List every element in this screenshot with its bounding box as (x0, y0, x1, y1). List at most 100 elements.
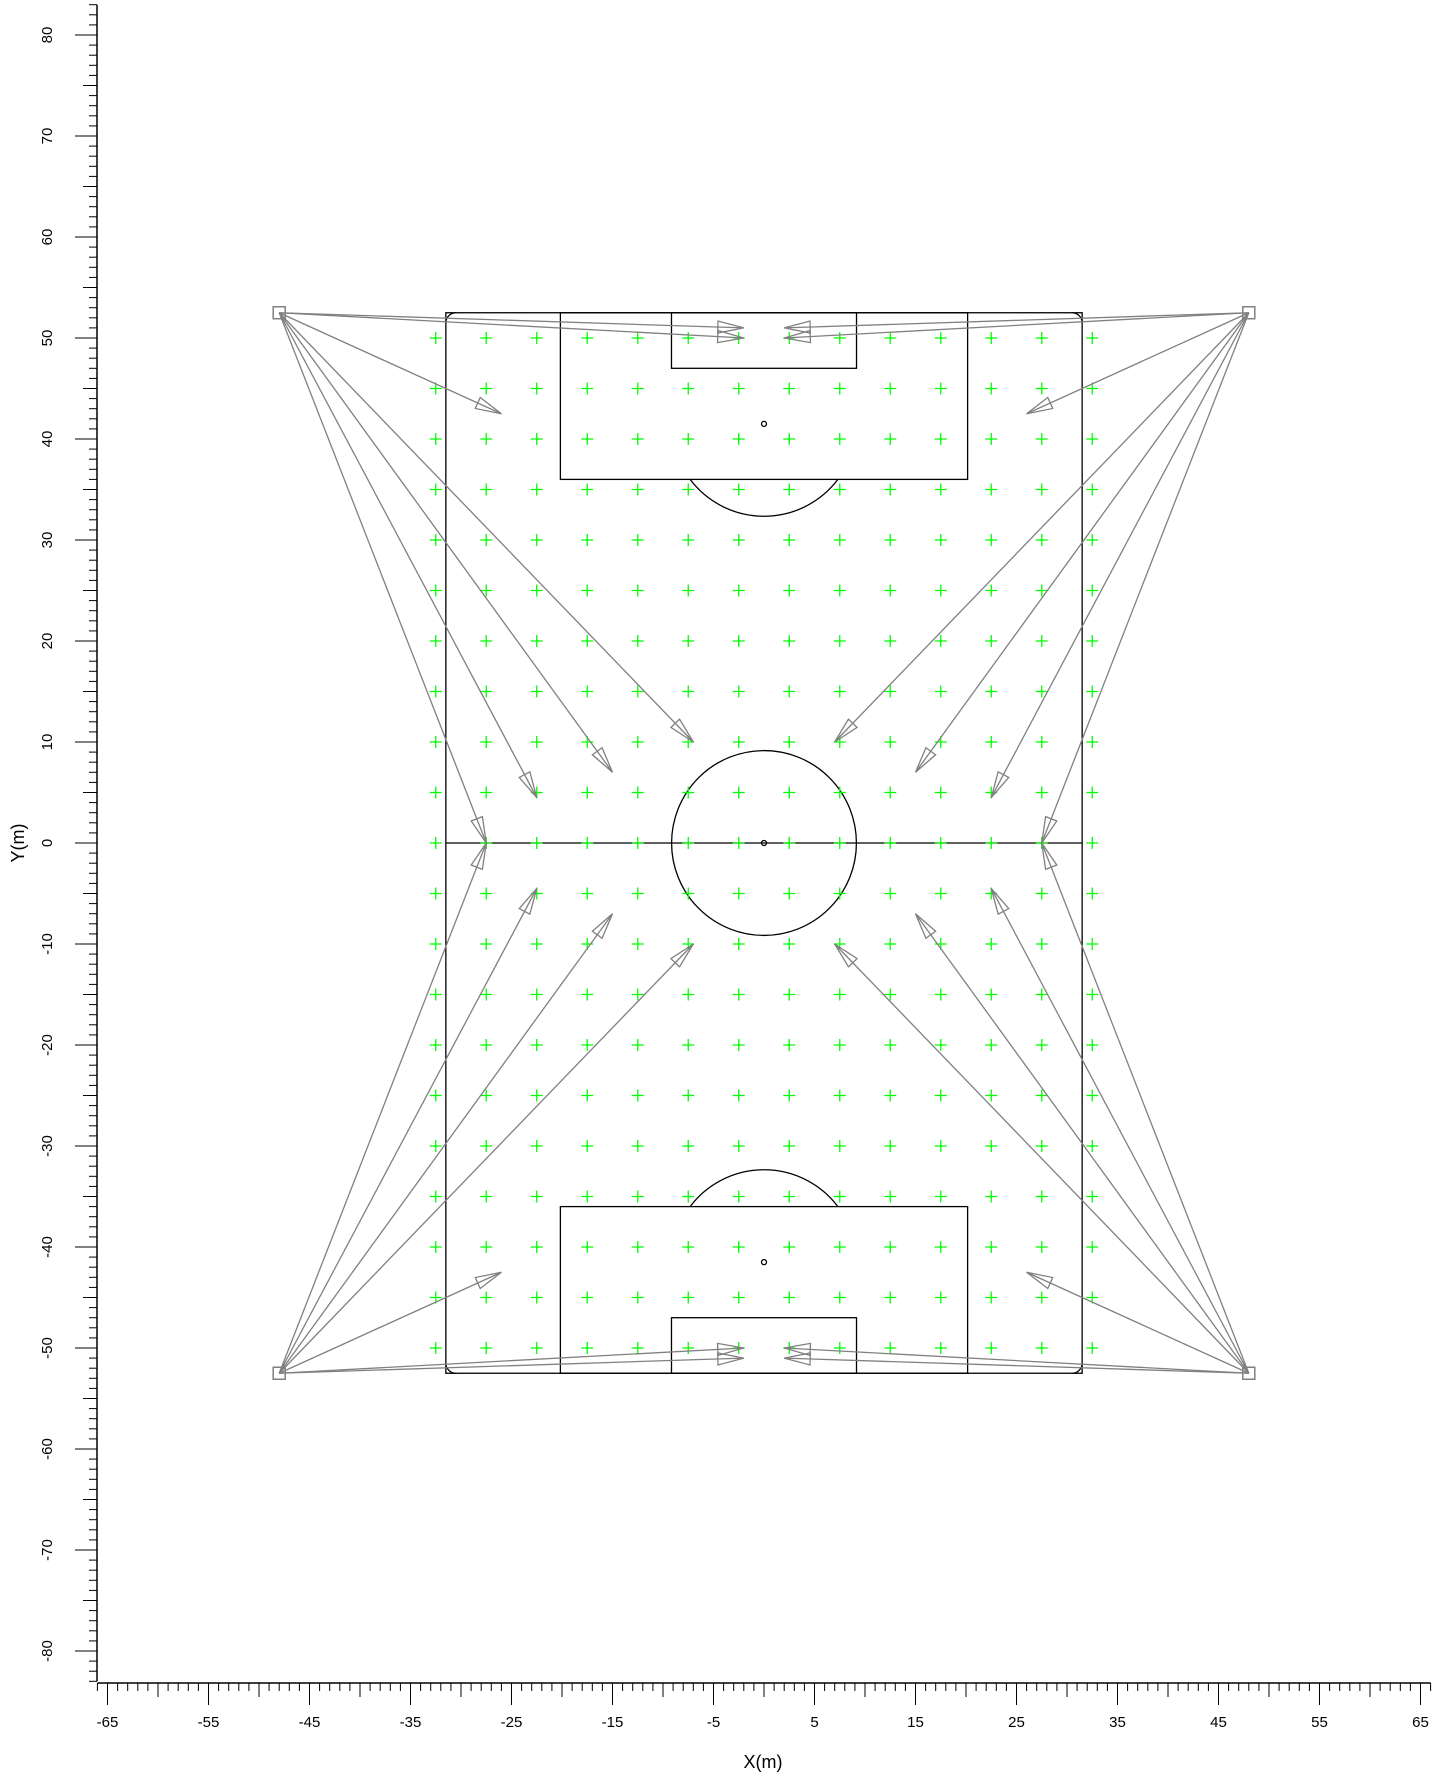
grid-point (682, 988, 695, 1001)
penalty-area-top (559, 312, 969, 481)
x-axis-title: X(m) (744, 1752, 783, 1772)
grid-point (1035, 584, 1048, 597)
grid-point (1035, 483, 1048, 496)
grid-point (682, 786, 695, 799)
grid-point (833, 382, 846, 395)
y-tick-label: 60 (39, 229, 56, 246)
x-tick-label: 55 (1311, 1714, 1328, 1731)
grid-point (783, 584, 796, 597)
grid-point (682, 483, 695, 496)
grid-point (833, 1291, 846, 1304)
grid-point (429, 635, 442, 647)
x-tick-label: -35 (400, 1714, 422, 1731)
x-tick-label: 15 (907, 1714, 924, 1731)
grid-point (631, 685, 644, 698)
aiming-line (278, 312, 614, 773)
grid-point (581, 1089, 594, 1102)
grid-point (833, 837, 846, 849)
aiming-arrowhead (518, 770, 538, 798)
grid-point (783, 736, 796, 748)
y-axis-title: Y(m) (8, 824, 28, 863)
grid-point (480, 938, 493, 950)
grid-point (429, 1241, 442, 1253)
grid-point (480, 382, 493, 395)
grid-point (783, 1241, 796, 1253)
grid-point (985, 332, 998, 344)
grid-point (631, 786, 644, 799)
grid-point (1035, 635, 1048, 647)
grid-point (732, 1089, 745, 1102)
calculation-grid-points (429, 332, 1099, 1354)
grid-point (783, 887, 796, 900)
grid-point (530, 1241, 543, 1253)
grid-point (934, 786, 947, 799)
grid-point (934, 1342, 947, 1354)
grid-point (985, 938, 998, 950)
grid-point (480, 1140, 493, 1152)
grid-point (1086, 685, 1099, 698)
aiming-arrowhead (716, 329, 744, 344)
grid-point (682, 1089, 695, 1102)
grid-point (530, 837, 543, 849)
grid-point (985, 1089, 998, 1102)
grid-point (934, 1190, 947, 1203)
grid-point (530, 534, 543, 546)
y-tick-label: 0 (39, 839, 56, 847)
grid-point (429, 988, 442, 1001)
grid-point (1035, 786, 1048, 799)
aiming-arrowhead (716, 1342, 744, 1357)
grid-point (1035, 1039, 1048, 1051)
x-tick-label: -15 (602, 1714, 624, 1731)
aiming-line (1041, 842, 1250, 1374)
aiming-line (834, 943, 1250, 1374)
grid-point (530, 1140, 543, 1152)
grid-point (884, 887, 897, 900)
grid-point (530, 483, 543, 496)
x-axis: -65 -55 -45 -35 -25 -15 -5 5 15 25 35 45 55 65 (97, 1682, 1432, 1731)
goal-area-bottom (670, 1317, 858, 1374)
grid-point (985, 1241, 998, 1253)
grid-point (581, 382, 594, 395)
luminaire-pole (272, 306, 286, 320)
aiming-line (1041, 312, 1250, 844)
grid-point (429, 332, 442, 344)
grid-point (480, 685, 493, 698)
x-tick-label: 5 (810, 1714, 818, 1731)
grid-point (530, 584, 543, 597)
grid-point (732, 1039, 745, 1051)
grid-point (530, 1342, 543, 1354)
aiming-arrowhead (669, 718, 694, 743)
grid-point (530, 635, 543, 647)
aiming-line (278, 943, 694, 1374)
center-circle (670, 749, 858, 937)
grid-point (429, 685, 442, 698)
grid-point (480, 332, 493, 344)
grid-point (833, 887, 846, 900)
grid-point (783, 1190, 796, 1203)
aiming-line (990, 888, 1250, 1374)
y-tick-label: 10 (39, 734, 56, 751)
grid-point (934, 837, 947, 849)
aiming-line (914, 312, 1250, 773)
grid-point (480, 483, 493, 496)
aiming-line (278, 312, 487, 844)
y-tick-label: -50 (39, 1337, 56, 1359)
x-tick-label: 45 (1210, 1714, 1227, 1731)
grid-point (934, 635, 947, 647)
grid-point (833, 433, 846, 445)
grid-point (581, 433, 594, 445)
grid-point (682, 1342, 695, 1354)
grid-point (480, 887, 493, 900)
grid-point (833, 1190, 846, 1203)
grid-point (631, 887, 644, 900)
x-tick-label: -45 (299, 1714, 321, 1731)
grid-point (682, 1291, 695, 1304)
grid-point (732, 534, 745, 546)
grid-point (884, 635, 897, 647)
grid-point (631, 1089, 644, 1102)
aiming-line (784, 1357, 1249, 1374)
grid-point (581, 483, 594, 496)
grid-point (884, 433, 897, 445)
grid-point (631, 483, 644, 496)
grid-point (985, 635, 998, 647)
